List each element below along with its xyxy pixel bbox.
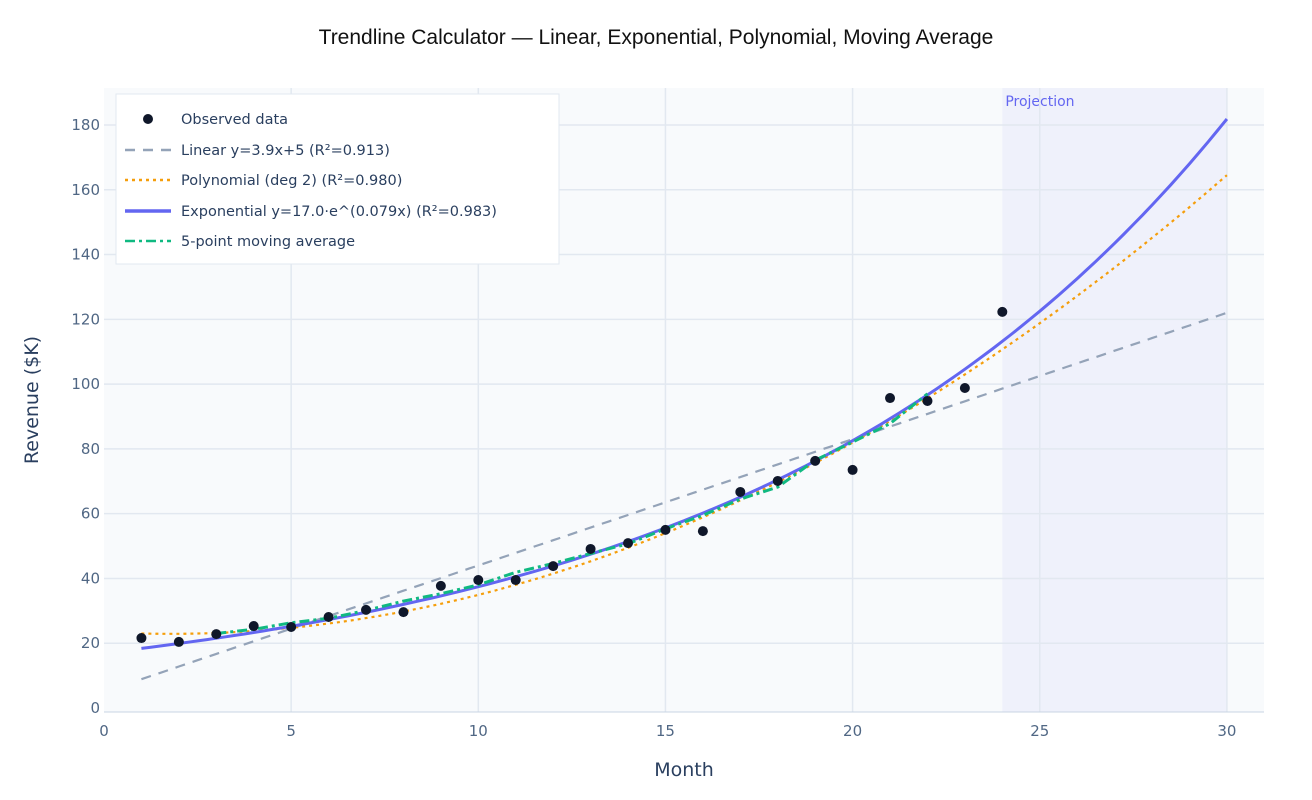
- legend-label: 5-point moving average: [181, 234, 355, 250]
- y-tick-label: 100: [71, 375, 100, 393]
- observed-point: [398, 607, 409, 618]
- y-axis-label: Revenue ($K): [21, 336, 43, 464]
- y-tick-label: 20: [81, 634, 100, 652]
- y-tick-label: 60: [81, 505, 100, 523]
- observed-point: [847, 464, 858, 475]
- x-tick-label: 0: [99, 722, 109, 740]
- x-tick-label: 5: [286, 722, 296, 740]
- x-tick-label: 25: [1030, 722, 1049, 740]
- y-tick-label: 120: [71, 310, 100, 328]
- legend-label: Observed data: [181, 112, 288, 128]
- observed-point: [660, 524, 671, 535]
- observed-point: [735, 486, 746, 497]
- observed-point: [211, 629, 222, 640]
- y-tick-label: 140: [71, 246, 100, 264]
- observed-point: [473, 575, 484, 586]
- observed-point: [173, 636, 184, 647]
- observed-point: [435, 580, 446, 591]
- observed-point: [959, 382, 970, 393]
- observed-point: [772, 475, 783, 486]
- observed-point: [885, 393, 896, 404]
- legend-label: Polynomial (deg 2) (R²=0.980): [181, 173, 402, 189]
- legend-label: Exponential y=17.0·e^(0.079x) (R²=0.983): [181, 204, 497, 220]
- observed-point: [248, 621, 259, 632]
- x-tick-label: 10: [469, 722, 488, 740]
- x-tick-label: 15: [656, 722, 675, 740]
- y-tick-label: 0: [90, 699, 100, 717]
- observed-point: [136, 633, 147, 644]
- chart-title: Trendline Calculator — Linear, Exponenti…: [319, 26, 994, 49]
- y-tick-label: 160: [71, 181, 100, 199]
- y-tick-label: 40: [81, 569, 100, 587]
- observed-point: [323, 611, 334, 622]
- observed-point: [361, 604, 372, 615]
- observed-point: [810, 455, 821, 466]
- series-line-exp: [141, 118, 1229, 650]
- projection-region: [1002, 88, 1227, 712]
- y-tick-label: 180: [71, 116, 100, 134]
- y-tick-label: 80: [81, 440, 100, 458]
- observed-point: [548, 561, 559, 572]
- observed-point: [697, 526, 708, 537]
- x-tick-label: 20: [843, 722, 862, 740]
- x-tick-label: 30: [1217, 722, 1236, 740]
- series-line-points: [216, 392, 929, 635]
- legend: Observed data Linear y=3.9x+5 (R²=0.913) P…: [115, 93, 560, 265]
- observed-point: [510, 575, 521, 586]
- observed-point: [286, 622, 297, 633]
- observed-point: [585, 543, 596, 554]
- x-axis-label: Month: [654, 759, 714, 781]
- series-line-poly2: [141, 174, 1228, 635]
- observed-point: [997, 306, 1008, 317]
- series-line-linear: [141, 311, 1228, 681]
- legend-marker-observed: [143, 114, 153, 124]
- observed-point: [922, 395, 933, 406]
- observed-point: [623, 538, 634, 549]
- legend-label: Linear y=3.9x+5 (R²=0.913): [181, 143, 390, 159]
